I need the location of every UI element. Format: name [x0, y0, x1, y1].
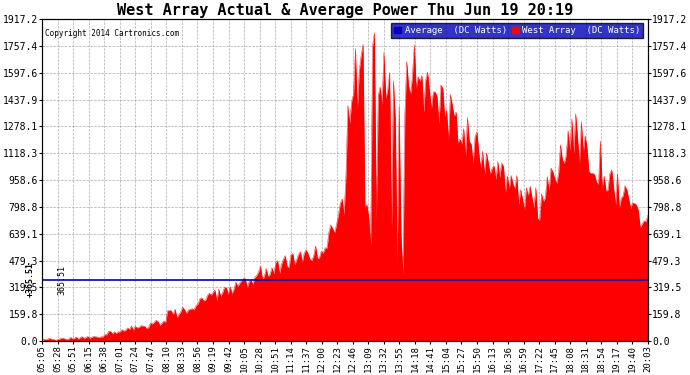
- Text: 365.51: 365.51: [58, 265, 67, 295]
- Title: West Array Actual & Average Power Thu Jun 19 20:19: West Array Actual & Average Power Thu Ju…: [117, 3, 573, 18]
- Text: +365.51: +365.51: [26, 262, 34, 297]
- Legend: Average  (DC Watts), West Array  (DC Watts): Average (DC Watts), West Array (DC Watts…: [391, 24, 643, 38]
- Text: Copyright 2014 Cartronics.com: Copyright 2014 Cartronics.com: [46, 28, 179, 38]
